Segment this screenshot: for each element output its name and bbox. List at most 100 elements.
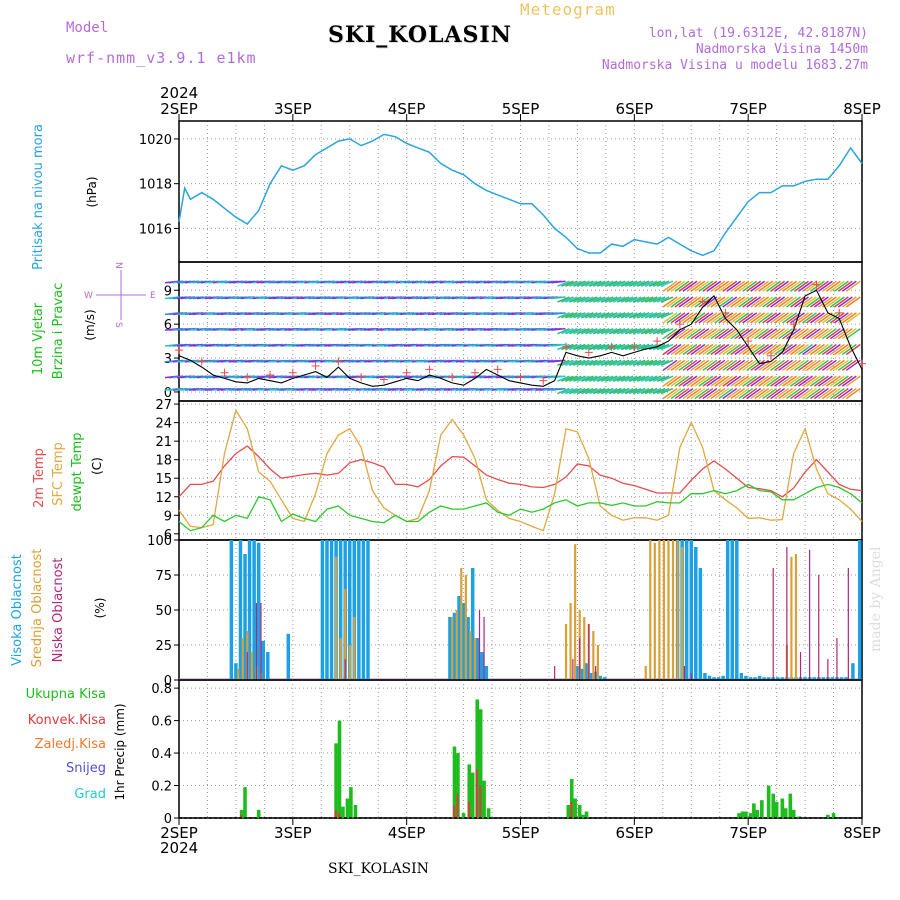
wind-barb <box>750 359 766 371</box>
wind-barb <box>821 359 837 371</box>
wind-barb <box>770 387 786 400</box>
wind-barb <box>754 296 770 308</box>
wind-barb <box>754 312 770 324</box>
pressure-title: Pritisak na nivou mora <box>31 124 46 270</box>
wind-barb <box>821 343 837 356</box>
wind-barb <box>682 387 698 400</box>
temp-title-group: 2m Temp SFC Temp dewpt Temp (C) <box>32 432 104 511</box>
wind-barb <box>790 280 805 292</box>
pressure-line <box>178 133 863 257</box>
wind-barb <box>674 296 690 308</box>
cloud-mid-bar <box>596 645 600 680</box>
wind-barb <box>632 375 646 382</box>
wind-barb <box>730 359 746 371</box>
wind-barb <box>821 280 837 292</box>
cloud-high-bar <box>352 540 357 680</box>
wind-barb <box>690 343 706 356</box>
wind-barb <box>809 343 825 356</box>
wind-barb <box>790 387 805 400</box>
wind-barb <box>806 387 821 400</box>
bottom-day-label: 2SEP <box>160 824 198 842</box>
wind-barb <box>557 327 570 335</box>
wind-barb <box>718 343 734 356</box>
wind-barb <box>825 296 841 308</box>
wind-barb <box>628 387 642 395</box>
wind-barb <box>612 387 626 395</box>
wind-barb <box>829 343 845 356</box>
wind-barb <box>714 343 730 356</box>
wind-barb <box>782 375 797 387</box>
wind-barb <box>612 296 626 303</box>
wind-barb <box>624 280 638 287</box>
wind-barb <box>600 280 614 287</box>
wind-barb <box>833 312 849 324</box>
precip-total-bar <box>239 809 244 818</box>
precip-total-bar <box>737 813 741 818</box>
wind-barb <box>624 312 638 319</box>
cloud-mid-bar <box>564 624 568 680</box>
precip-total-bar <box>334 743 338 818</box>
cloud-low-bar <box>478 610 481 680</box>
wind-barb <box>738 343 754 356</box>
precip-ytick-label: 0.8 <box>151 682 172 697</box>
wind-barb <box>710 312 726 324</box>
wind-barb <box>738 280 754 292</box>
cloud-low-bar <box>255 603 258 680</box>
wind-barb <box>774 328 790 340</box>
top-day-label: 5SEP <box>502 100 540 118</box>
cloud-low-bar <box>260 603 262 680</box>
wind-barb <box>670 280 686 292</box>
cloud-high-bar <box>580 668 584 680</box>
wind-barb <box>662 387 678 400</box>
wind-barb <box>734 296 750 308</box>
wind-barb <box>754 280 770 292</box>
wind-barb <box>569 375 582 382</box>
wind-barb <box>581 327 594 335</box>
wind-barb <box>674 328 690 340</box>
wind-barb <box>730 343 746 356</box>
wind-barb <box>660 312 674 319</box>
wind-barb <box>742 359 758 371</box>
cloud-low-bar <box>818 575 820 680</box>
wind-barb <box>660 343 674 351</box>
wind-barb <box>652 375 666 382</box>
cloud-high-bar <box>229 540 234 680</box>
wind-barb <box>678 296 694 308</box>
wind-barb <box>573 343 586 351</box>
wind-barb <box>666 343 682 356</box>
wind-barb <box>640 387 654 395</box>
cloud-ytick-label: 100 <box>147 534 172 549</box>
wind-barb <box>774 375 790 387</box>
cloud-mid-bar <box>658 540 661 680</box>
wind-barb <box>569 327 582 335</box>
wind-barb <box>551 280 566 284</box>
wind-barb <box>750 375 766 387</box>
wind-barb <box>581 280 594 287</box>
cloud-high-bar <box>851 663 855 680</box>
cloud-high-bar <box>735 540 739 680</box>
wind-barb <box>608 312 622 319</box>
wind-barb <box>604 375 618 382</box>
wind-barb <box>714 312 730 324</box>
wind-barb <box>662 312 678 324</box>
wind-barb <box>714 280 730 292</box>
wind-barb <box>636 387 650 395</box>
cloud-low-bar <box>690 673 692 680</box>
cloud-high-bar <box>448 617 452 680</box>
bottom-year-label: 2024 <box>160 839 198 857</box>
cloud-high-bar <box>694 547 698 680</box>
model-value: wrf-nmm_v3.9.1 e1km <box>66 49 257 67</box>
wind-barb <box>762 328 778 340</box>
precip-legend-snow: Snijeg <box>66 761 106 776</box>
wind-barb <box>589 387 602 395</box>
wind-barb <box>841 280 857 292</box>
wind-barb <box>608 375 622 382</box>
wind-barb <box>604 327 618 335</box>
wind-barb <box>722 375 738 387</box>
footer-station: SKI_KOLASIN <box>328 861 429 877</box>
wind-barb <box>762 359 778 371</box>
wind-barb <box>829 280 845 292</box>
cloud-low-bar <box>554 666 556 680</box>
wind-barb <box>666 280 682 292</box>
wind-barb <box>734 328 750 340</box>
